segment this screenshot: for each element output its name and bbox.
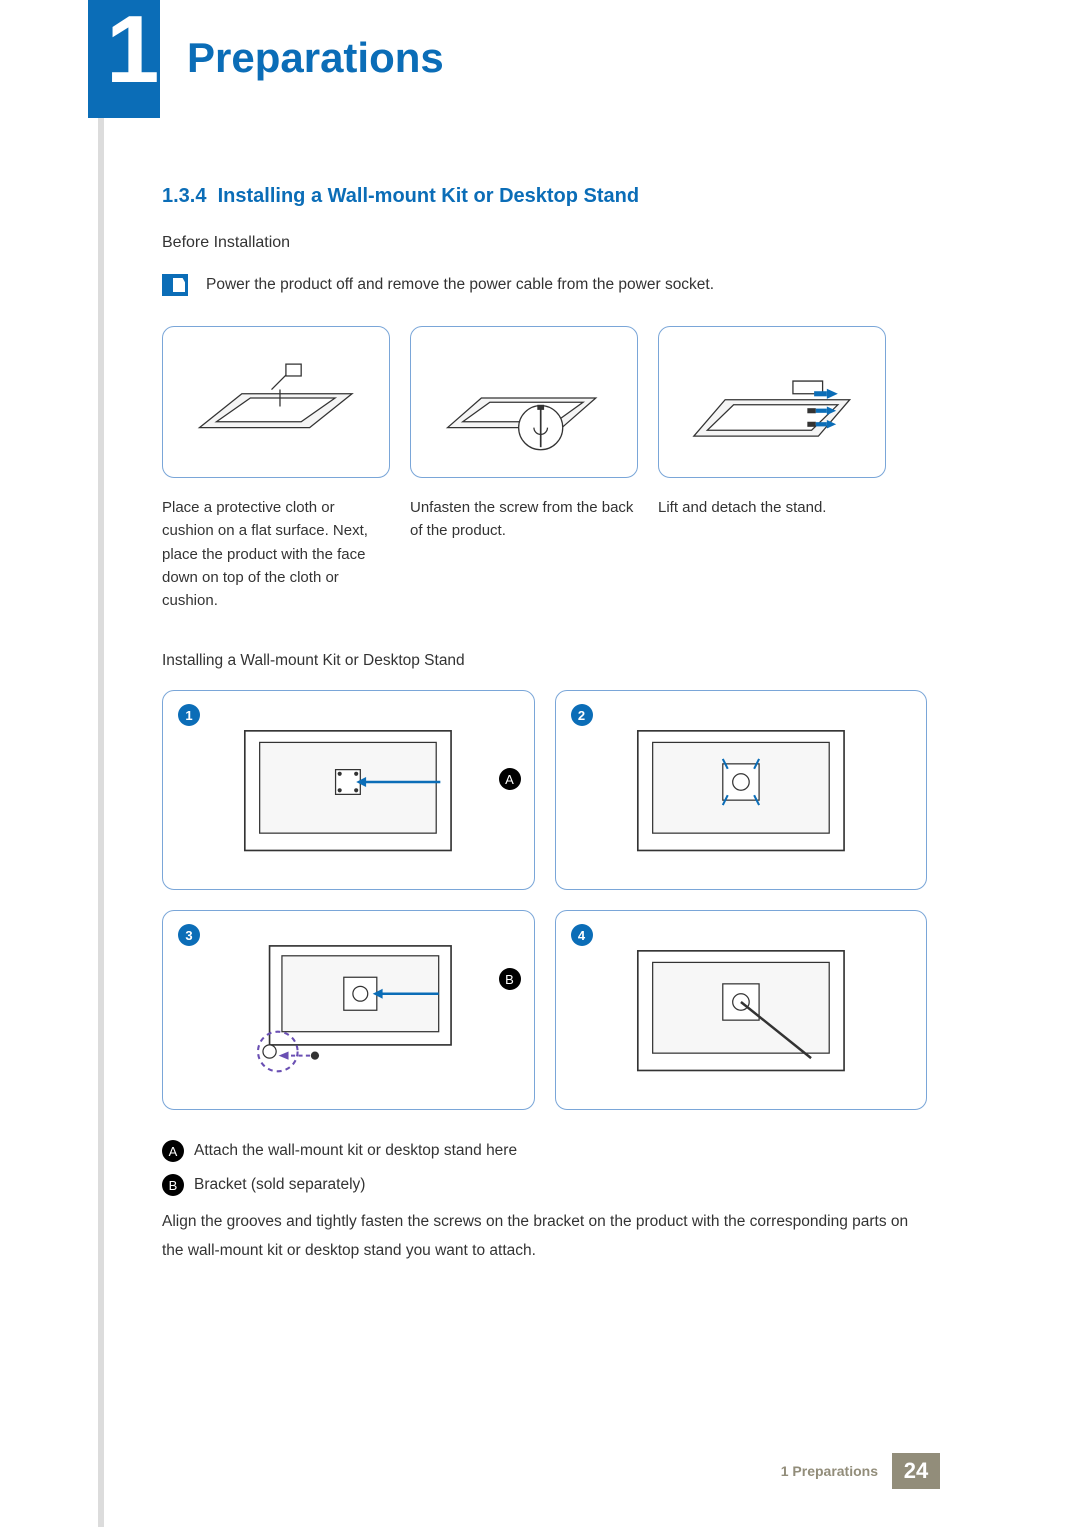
install-step-1: 1 A	[162, 690, 535, 890]
footer: 1 Preparations 24	[98, 1453, 940, 1489]
prep-caption-row: Place a protective cloth or cushion on a…	[162, 496, 927, 612]
legend-b: B Bracket (sold separately)	[162, 1174, 927, 1196]
prep-caption-2: Unfasten the screw from the back of the …	[410, 496, 638, 612]
pointer-b: B	[499, 968, 521, 990]
footer-page: 24	[892, 1453, 940, 1489]
legend-text-b: Bracket (sold separately)	[194, 1176, 365, 1194]
pointer-a: A	[499, 768, 521, 790]
install-step-2: 2	[555, 690, 928, 890]
note-text: Power the product off and remove the pow…	[206, 274, 714, 296]
footer-label: 1 Preparations	[781, 1463, 878, 1479]
note-icon	[162, 274, 188, 296]
install-grid: 1 A 2	[162, 690, 927, 1110]
detach-stand-icon	[687, 346, 857, 459]
step-badge-4: 4	[571, 924, 593, 946]
install-heading: Installing a Wall-mount Kit or Desktop S…	[162, 652, 927, 670]
left-stripe	[98, 0, 104, 1527]
mount-holes-icon	[209, 716, 487, 865]
section-title: Installing a Wall-mount Kit or Desktop S…	[218, 185, 640, 207]
legend-badge-a: A	[162, 1140, 184, 1162]
step-badge-2: 2	[571, 704, 593, 726]
install-image-1	[162, 690, 535, 890]
tighten-screw-icon	[602, 936, 880, 1085]
prep-image-row	[162, 326, 927, 478]
legend-badge-b: B	[162, 1174, 184, 1196]
chapter-title: Preparations	[187, 34, 444, 82]
chapter-number: 1	[106, 2, 159, 98]
before-install-heading: Before Installation	[162, 234, 927, 252]
unscrew-icon	[439, 346, 609, 459]
monitor-facedown-icon	[191, 346, 361, 459]
chapter-tab: 1	[88, 0, 160, 118]
section-heading: 1.3.4 Installing a Wall-mount Kit or Des…	[162, 185, 927, 208]
prep-caption-1: Place a protective cloth or cushion on a…	[162, 496, 390, 612]
install-image-2	[555, 690, 928, 890]
prep-image-2	[410, 326, 638, 478]
bracket-screw-icon	[209, 936, 487, 1085]
prep-caption-3: Lift and detach the stand.	[658, 496, 886, 612]
install-image-3	[162, 910, 535, 1110]
content-area: 1.3.4 Installing a Wall-mount Kit or Des…	[162, 185, 927, 1266]
install-image-4	[555, 910, 928, 1110]
note-row: Power the product off and remove the pow…	[162, 274, 927, 296]
legend-text-a: Attach the wall-mount kit or desktop sta…	[194, 1142, 517, 1160]
bracket-align-icon	[602, 716, 880, 865]
prep-image-3	[658, 326, 886, 478]
install-step-3: 3 B	[162, 910, 535, 1110]
body-paragraph: Align the grooves and tightly fasten the…	[162, 1208, 927, 1265]
install-step-4: 4	[555, 910, 928, 1110]
prep-image-1	[162, 326, 390, 478]
section-number: 1.3.4	[162, 185, 206, 207]
legend-a: A Attach the wall-mount kit or desktop s…	[162, 1140, 927, 1162]
